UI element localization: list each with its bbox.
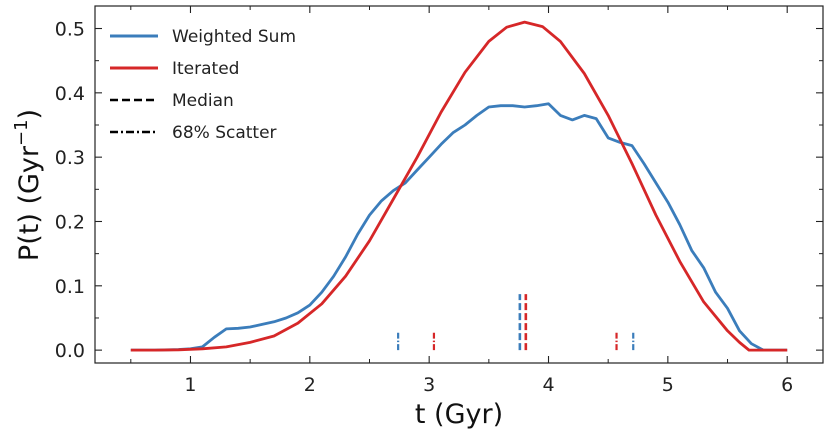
y-tick-label: 0.1	[55, 276, 85, 298]
ticks: 1 2 3 4 5 6 0.0 0.1 0.2 0.3 0.4 0.5	[55, 6, 823, 396]
x-axis-label: t (Gyr)	[415, 399, 503, 430]
legend-label: Iterated	[172, 59, 239, 79]
axes-frame	[94, 5, 824, 364]
x-tick-label: 1	[184, 374, 196, 396]
series-line-weighted-sum	[130, 102, 788, 352]
x-tick-label: 4	[542, 374, 554, 396]
legend: Weighted Sum Iterated Median 68% Scatter	[110, 27, 296, 143]
y-axis-label: P(t) (Gyr−1)	[11, 109, 45, 261]
y-tick-label: 0.2	[55, 211, 85, 233]
x-tick-label: 5	[662, 374, 674, 396]
x-tick-label: 2	[304, 374, 316, 396]
legend-label: Median	[172, 91, 234, 111]
series-line-iterated	[130, 20, 788, 352]
y-tick-label: 0.3	[55, 147, 85, 169]
legend-label: 68% Scatter	[172, 123, 277, 143]
legend-label: Weighted Sum	[172, 27, 296, 47]
x-tick-label: 3	[423, 374, 435, 396]
y-tick-label: 0.4	[55, 83, 85, 105]
x-tick-label: 6	[781, 374, 793, 396]
plot-area	[130, 20, 788, 352]
y-tick-label: 0.0	[55, 340, 85, 362]
y-tick-label: 0.5	[55, 19, 85, 41]
